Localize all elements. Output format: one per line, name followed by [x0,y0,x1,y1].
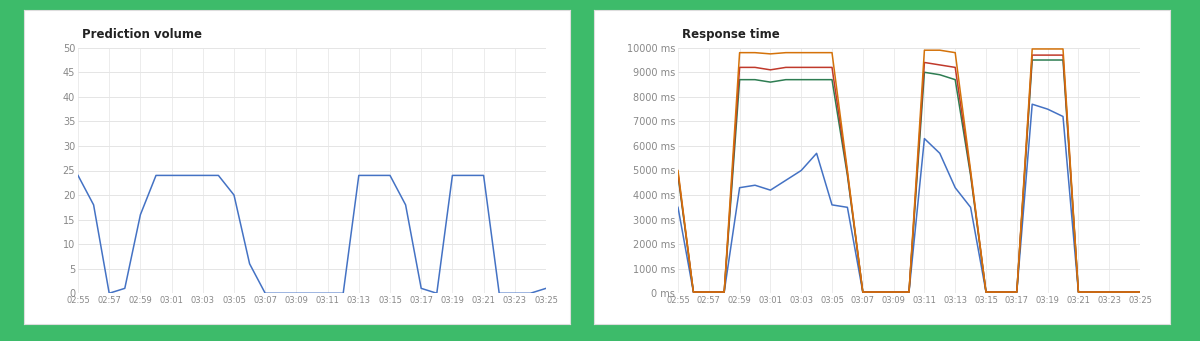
Text: Ⓑ: Ⓑ [1090,306,1099,321]
Legend: p50, p90, p95, p99: p50, p90, p95, p99 [683,0,869,2]
Text: Response time: Response time [682,28,779,41]
Legend: Requests per minute: Requests per minute [83,0,220,2]
Text: baseten: baseten [1092,308,1146,321]
Text: Prediction volume: Prediction volume [82,28,202,41]
